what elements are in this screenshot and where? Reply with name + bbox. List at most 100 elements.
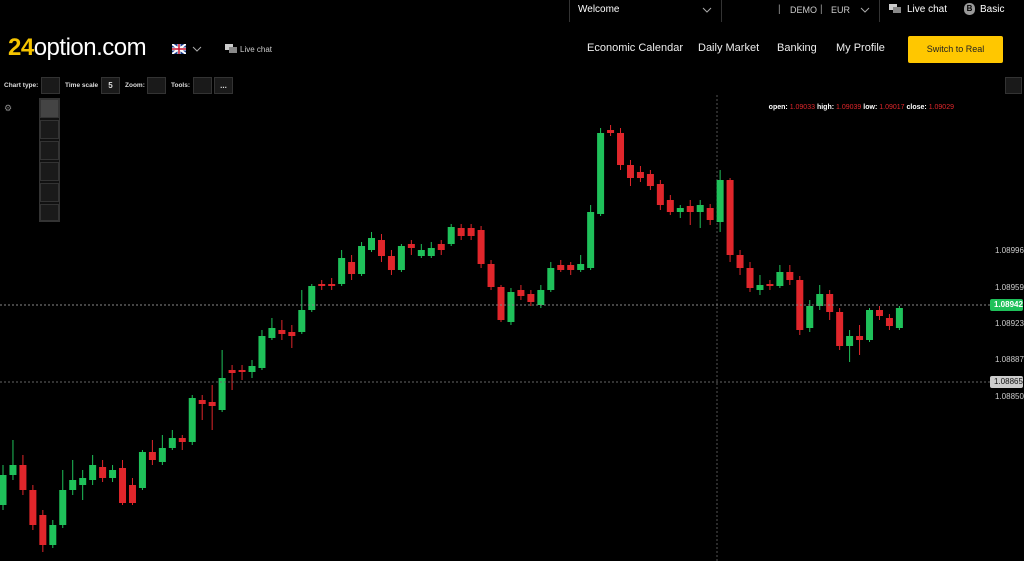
candle-body — [885, 318, 893, 326]
currency[interactable]: EUR — [831, 5, 851, 15]
readout-label: low: — [863, 104, 878, 111]
toolbar-label: Tools: — [171, 82, 191, 89]
candle-body — [557, 265, 565, 270]
candle-body — [188, 398, 196, 442]
menu-item[interactable]: My Profile — [836, 42, 885, 54]
menu-item[interactable]: Banking — [777, 42, 817, 54]
candle-body — [457, 228, 465, 236]
candle-body — [816, 294, 824, 306]
flag — [172, 44, 186, 54]
price-badge — [990, 299, 1023, 311]
chevron — [860, 7, 870, 13]
candle-body — [497, 287, 505, 320]
candle-body — [537, 290, 545, 305]
account-badge: B — [964, 3, 975, 15]
chart-type-option[interactable] — [40, 162, 59, 181]
logo-text: option.com — [33, 34, 147, 61]
candle-body — [19, 465, 27, 490]
candle-body — [567, 265, 575, 270]
switch-to-real-button[interactable]: Switch to Real — [908, 36, 1003, 63]
candle-body — [138, 452, 146, 488]
chat-icon — [889, 4, 901, 13]
candle-body — [49, 525, 57, 545]
welcome[interactable]: Welcome — [578, 4, 620, 15]
candle-body — [427, 248, 435, 256]
fullscreen-button[interactable] — [1005, 77, 1022, 94]
candle-body — [9, 465, 17, 475]
live-chat[interactable]: Live chat — [907, 4, 948, 15]
chart-type-option[interactable] — [40, 183, 59, 202]
chart-type-button[interactable] — [41, 77, 60, 94]
candle-body — [776, 272, 784, 286]
candle-body — [866, 310, 874, 340]
more-button[interactable]: ... — [214, 77, 233, 94]
chart-type-option[interactable] — [40, 141, 59, 160]
candle-body — [836, 312, 844, 346]
toolbar-label: Chart type: — [4, 82, 39, 89]
candle-body — [447, 227, 455, 244]
candle-body — [348, 262, 356, 274]
chart-type-option[interactable] — [40, 120, 59, 139]
candle-body — [547, 268, 555, 290]
candle-body — [29, 490, 37, 525]
candle-body — [298, 310, 306, 332]
tools-button[interactable] — [193, 77, 212, 94]
candle-body — [338, 258, 346, 284]
live-chat[interactable]: Live chat — [240, 45, 273, 54]
divider: | — [820, 4, 823, 15]
candle-body — [437, 244, 445, 250]
divider: | — [778, 4, 781, 15]
candle-body — [328, 284, 336, 286]
candle-body — [467, 228, 475, 236]
candle-body — [666, 200, 674, 212]
candle-body — [407, 244, 415, 248]
logo[interactable]: 24option.com — [8, 34, 147, 62]
candle-body — [198, 400, 206, 404]
candle-body — [656, 184, 664, 205]
menu-item[interactable]: Daily Market — [698, 42, 760, 54]
candle-body — [527, 294, 535, 302]
y-tick-label: 1.08996 — [995, 246, 1024, 255]
y-tick-label: 1.08923 — [995, 319, 1024, 328]
settings-icon[interactable]: ⚙ — [4, 103, 13, 113]
candle-body — [0, 475, 7, 505]
candle-body — [507, 292, 515, 322]
candle-body — [238, 370, 246, 372]
logo-number: 24 — [8, 34, 34, 61]
candle-body — [846, 336, 854, 346]
candle-body — [587, 212, 595, 268]
candle-body — [626, 165, 634, 178]
chat-icon — [225, 44, 237, 53]
chart-type-option[interactable] — [40, 204, 59, 221]
mode[interactable]: DEMO — [790, 5, 817, 15]
y-tick-label: 1.08850 — [995, 392, 1024, 401]
candle-body — [477, 230, 485, 264]
candle-body — [895, 308, 903, 328]
crosshair-label: 1.08865 — [994, 377, 1023, 386]
zoom-button[interactable] — [147, 77, 166, 94]
candle-body — [368, 238, 376, 250]
candle-body — [607, 130, 615, 133]
time-scale-value[interactable]: 5 — [101, 77, 120, 94]
chart-type-option[interactable] — [40, 99, 59, 118]
candle-body — [696, 205, 704, 212]
candle-body — [736, 255, 744, 268]
candle-body — [517, 290, 525, 296]
candle-body — [487, 264, 495, 287]
candle-body — [746, 268, 754, 288]
toolbar-label: Time scale — [65, 82, 99, 89]
candle-body — [397, 246, 405, 270]
candle-body — [168, 438, 176, 448]
candle-body — [158, 448, 166, 462]
candle-body — [59, 490, 67, 525]
readout-value: 1.09029 — [928, 104, 954, 111]
candle-body — [119, 468, 127, 503]
menu-item[interactable]: Economic Calendar — [587, 42, 683, 54]
candle-body — [617, 133, 625, 165]
account-level[interactable]: Basic — [980, 4, 1005, 15]
candle-body — [686, 206, 694, 212]
readout-value: 1.09017 — [879, 104, 905, 111]
ohlc-readout: open: 1.09033 high: 1.09039 low: 1.09017… — [769, 104, 954, 111]
